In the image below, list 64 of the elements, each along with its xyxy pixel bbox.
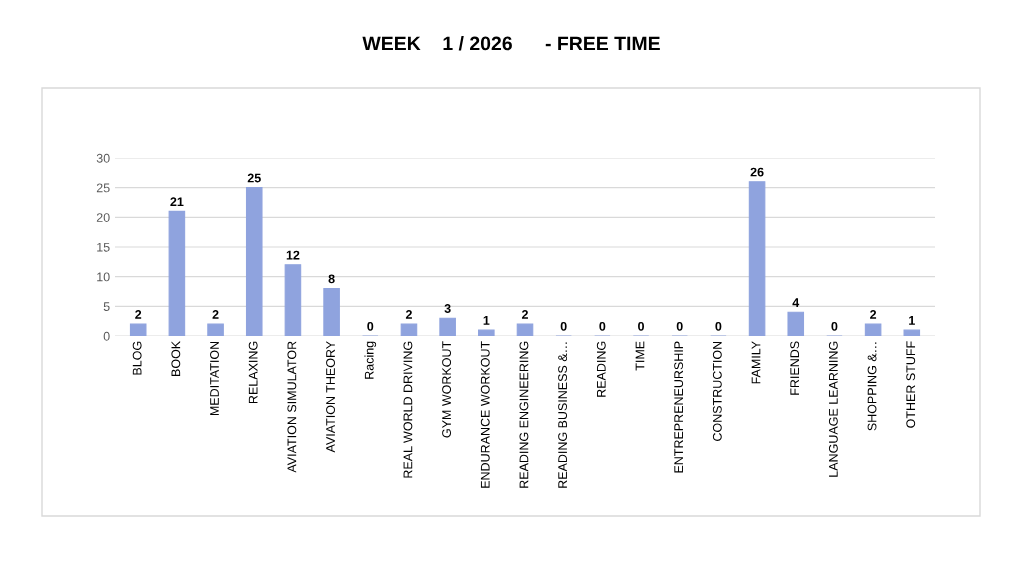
data-label: 2 — [405, 310, 412, 319]
bar — [129, 323, 147, 336]
bar — [207, 323, 224, 336]
y-tick-label: 10 — [97, 272, 110, 282]
x-tick-label: CONSTRUCTION — [712, 341, 722, 441]
data-label: 2 — [135, 310, 142, 319]
data-label: 4 — [792, 298, 800, 307]
data-label: 2 — [521, 310, 528, 319]
bar — [323, 287, 340, 336]
bar — [516, 323, 534, 336]
data-label: 12 — [286, 250, 300, 260]
x-tick-label: GYM WORKOUT — [442, 341, 451, 438]
bar — [903, 329, 921, 336]
bar — [864, 323, 882, 336]
y-tick-label: 20 — [96, 213, 110, 222]
data-label: 3 — [444, 304, 451, 313]
x-tick-label: TIME — [635, 341, 645, 371]
x-tick-label: REAL WORLD DRIVING — [403, 341, 413, 478]
data-label: 26 — [750, 167, 764, 177]
data-label: 21 — [170, 197, 184, 207]
data-label: 25 — [247, 173, 261, 183]
data-label: 0 — [715, 321, 722, 331]
bar — [284, 264, 302, 336]
x-tick-label: MEDITATION — [210, 341, 219, 416]
data-label: 2 — [212, 310, 219, 319]
data-label: 2 — [870, 310, 877, 319]
x-tick-label: FRIENDS — [790, 341, 800, 395]
y-tick-label: 15 — [97, 242, 110, 252]
bar — [748, 181, 766, 336]
data-label: 0 — [831, 321, 838, 331]
chart-title: WEEK 1 / 2026 - FREE TIME — [362, 36, 660, 51]
x-tick-label: Racing — [364, 341, 377, 379]
x-tick-label: READING ENGINEERING — [519, 341, 529, 488]
data-label: 0 — [560, 321, 567, 331]
data-label: 1 — [909, 316, 915, 325]
data-label: 8 — [328, 274, 335, 284]
data-label: 0 — [367, 321, 374, 331]
x-tick-label: AVIATION THEORY — [326, 341, 335, 453]
x-tick-label: RELAXING — [248, 341, 258, 404]
data-label: 0 — [638, 321, 644, 331]
x-tick-label: AVIATION SIMULATOR — [287, 341, 297, 473]
x-tick-label: ENDURANCE WORKOUT — [480, 341, 490, 488]
x-tick-label: READING BUSINESS &… — [558, 342, 568, 488]
data-label: 0 — [676, 321, 683, 331]
data-label: 1 — [483, 316, 490, 325]
data-label: 0 — [599, 321, 606, 331]
bar — [787, 311, 805, 336]
bar — [478, 329, 495, 336]
x-tick-label: ENTREPRENEURSHIP — [674, 341, 684, 473]
x-tick-label: BOOK — [171, 341, 181, 376]
x-tick-label: BLOG — [132, 341, 142, 375]
x-tick-label: READING — [596, 341, 606, 397]
x-tick-label: FAMILY — [751, 341, 761, 384]
x-tick-label: OTHER STUFF — [906, 341, 916, 428]
y-tick-label: 25 — [96, 183, 110, 193]
bar — [168, 210, 186, 336]
y-tick-label: 30 — [96, 153, 110, 163]
x-tick-label: LANGUAGE LEARNING — [828, 341, 838, 477]
y-tick-label: 5 — [103, 302, 110, 311]
bar — [245, 187, 263, 336]
y-tick-label: 0 — [103, 331, 110, 341]
bar — [400, 323, 418, 336]
bar — [439, 317, 456, 336]
x-tick-label: SHOPPING &… — [867, 342, 877, 431]
